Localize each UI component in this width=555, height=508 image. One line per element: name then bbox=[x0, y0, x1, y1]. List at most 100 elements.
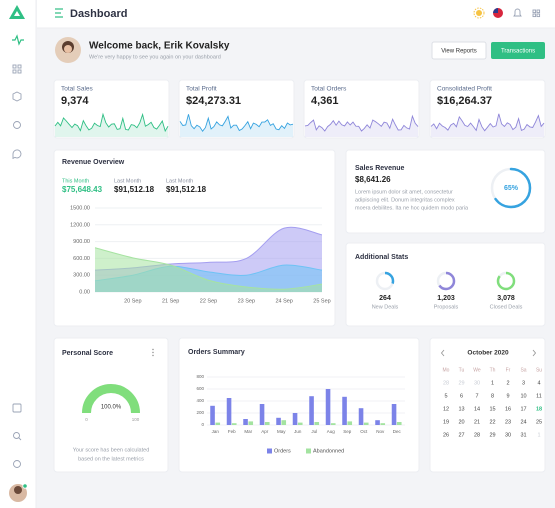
calendar-day: 14 bbox=[474, 406, 480, 412]
welcome-subtitle: We're very happy to see you again on you… bbox=[89, 54, 221, 60]
summary-value: $75,648.43 bbox=[62, 185, 103, 194]
settings-icon[interactable] bbox=[13, 460, 21, 468]
calendar-day: 20 bbox=[458, 419, 464, 425]
card bbox=[345, 242, 546, 327]
stat-value: $16,264.37 bbox=[437, 95, 492, 107]
box-icon[interactable] bbox=[12, 91, 22, 102]
ring-arc bbox=[436, 271, 456, 291]
calendar-day: 8 bbox=[491, 393, 494, 399]
stat-number: 3,078 bbox=[497, 295, 515, 302]
calendar-day: 2 bbox=[506, 380, 509, 386]
layout-icon[interactable] bbox=[12, 403, 22, 413]
calendar-day: 23 bbox=[505, 419, 511, 425]
bar bbox=[391, 404, 397, 425]
sparkline-area bbox=[55, 114, 168, 137]
bar bbox=[396, 422, 402, 425]
search-icon[interactable] bbox=[13, 432, 20, 439]
card-title: Revenue Overview bbox=[62, 159, 125, 166]
calendar-day: 30 bbox=[505, 432, 511, 438]
x-tick-label: May bbox=[277, 429, 286, 434]
calendar-title: October 2020 bbox=[467, 350, 509, 357]
calendar-day: 6 bbox=[460, 393, 463, 399]
theme-icon[interactable] bbox=[476, 10, 482, 16]
y-tick-label: 0 bbox=[201, 422, 204, 427]
avatar-face bbox=[64, 45, 72, 53]
menu-dot[interactable] bbox=[152, 348, 154, 351]
x-tick-label: Sep bbox=[343, 429, 352, 434]
chat-icon[interactable] bbox=[12, 149, 22, 160]
transactions-button[interactable] bbox=[491, 42, 545, 59]
bar bbox=[210, 405, 215, 425]
menu-icon[interactable] bbox=[55, 8, 63, 18]
logo-inner bbox=[14, 11, 20, 16]
calendar-day: 1 bbox=[491, 380, 494, 386]
prev-month[interactable] bbox=[440, 349, 445, 357]
card bbox=[429, 79, 546, 139]
page-title: Dashboard bbox=[70, 8, 127, 20]
x-tick-label: Aug bbox=[327, 429, 336, 434]
legend-swatch bbox=[267, 448, 272, 454]
y-tick-label: 200 bbox=[196, 410, 204, 415]
search-icon-handle bbox=[18, 437, 22, 441]
calendar-day: 28 bbox=[474, 432, 480, 438]
settings-icon[interactable] bbox=[13, 121, 21, 129]
x-tick-label: Oct bbox=[360, 429, 368, 434]
apps-icon[interactable] bbox=[532, 9, 541, 18]
calendar-day: 10 bbox=[520, 393, 526, 399]
sparkline bbox=[179, 114, 294, 132]
calendar-day: 21 bbox=[474, 419, 480, 425]
sparkline bbox=[54, 112, 169, 133]
notification-icon[interactable] bbox=[513, 8, 522, 17]
bar bbox=[276, 417, 281, 425]
x-tick-label: Jun bbox=[294, 429, 302, 434]
view-reports-button[interactable] bbox=[431, 41, 487, 60]
x-tick-label: 22 Sep bbox=[200, 298, 217, 304]
card bbox=[178, 337, 420, 473]
activity-icon[interactable] bbox=[12, 34, 24, 46]
calendar-day: 26 bbox=[443, 432, 449, 438]
calendar-day: 7 bbox=[475, 393, 478, 399]
bar bbox=[375, 420, 380, 425]
stat-value: 9,374 bbox=[61, 95, 89, 107]
donut-label: 65% bbox=[504, 185, 519, 192]
y-tick-label: 800 bbox=[196, 374, 204, 379]
weekday-label: Th bbox=[490, 367, 496, 373]
weekday-label: Fr bbox=[506, 367, 511, 373]
stat-label: Total Sales bbox=[61, 86, 94, 93]
sidebar bbox=[0, 0, 36, 508]
y-tick-label: 1200.00 bbox=[70, 222, 90, 228]
gauge-min: 0 bbox=[85, 417, 88, 422]
calendar-day: 15 bbox=[489, 406, 495, 412]
sparkline-area bbox=[431, 113, 544, 137]
next-month[interactable] bbox=[532, 349, 537, 357]
calendar-day: 25 bbox=[536, 419, 542, 425]
theme-icon-rays bbox=[473, 7, 485, 19]
menu-dot[interactable] bbox=[152, 351, 154, 354]
x-tick-label: 25 Sep bbox=[313, 298, 330, 304]
stat-label: Consolidated Profit bbox=[437, 86, 492, 93]
description-line: adipiscing elit. Donum integritas comple… bbox=[355, 197, 455, 203]
card-title: Orders Summary bbox=[188, 349, 245, 356]
x-tick-label: Jan bbox=[212, 429, 220, 434]
x-tick-label: 21 Sep bbox=[162, 298, 179, 304]
bar bbox=[363, 422, 369, 425]
bar bbox=[243, 419, 248, 425]
calendar-day: 5 bbox=[444, 393, 447, 399]
grid-icon[interactable] bbox=[12, 64, 22, 74]
x-tick-label: 23 Sep bbox=[238, 298, 255, 304]
menu-dot[interactable] bbox=[152, 354, 154, 357]
calendar-day: 3 bbox=[522, 380, 525, 386]
description-line: moera debilites. Ita ne hoc quidem modo … bbox=[355, 205, 469, 211]
card bbox=[303, 79, 420, 139]
ring-arc bbox=[375, 271, 395, 291]
calendar-day: 29 bbox=[458, 380, 464, 386]
calendar-day: 29 bbox=[489, 432, 495, 438]
weekday-label: Sa bbox=[520, 367, 526, 373]
x-tick-label: 24 Sep bbox=[275, 298, 292, 304]
calendar-day: 30 bbox=[474, 380, 480, 386]
x-tick-label: Jul bbox=[311, 429, 317, 434]
y-tick-label: 300.00 bbox=[73, 273, 90, 279]
score-note: Your score has been calculated bbox=[73, 447, 150, 453]
x-tick-label: Dec bbox=[393, 429, 402, 434]
calendar-day: 24 bbox=[520, 419, 526, 425]
